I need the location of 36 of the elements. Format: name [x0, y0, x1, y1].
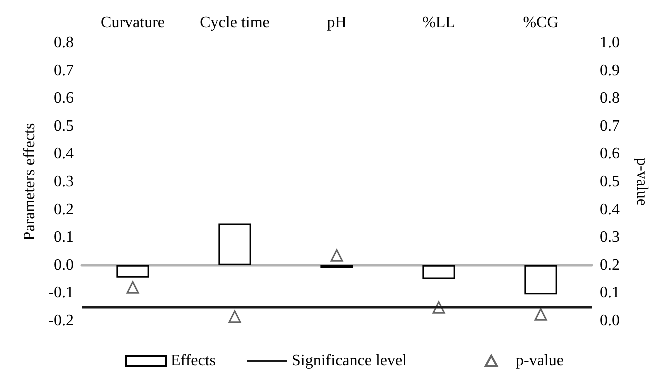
y-tick-label: 0.4 [54, 146, 74, 163]
y-tick-label: 0.8 [54, 34, 74, 52]
y-tick-label: 0.6 [54, 90, 74, 108]
y-axis-title: Parameters effects [21, 123, 38, 241]
y-tick-label: 0.0 [54, 256, 74, 274]
x-tick-label: %CG [523, 14, 560, 32]
y-tick-label: 0.7 [54, 62, 74, 80]
legend-label: Significance level [292, 352, 408, 370]
point [228, 310, 242, 324]
x-tick-label: Curvature [101, 14, 165, 32]
y-tick-label: 0.1 [54, 229, 74, 246]
y2-axis-title: p-value [634, 158, 650, 206]
legend-label: Effects [171, 352, 216, 370]
y2-tick-label: 0.7 [600, 118, 620, 135]
y2-tick-label: 0.0 [600, 312, 620, 330]
y2-tick-label: 0.4 [600, 201, 620, 218]
y2-tick-label: 0.6 [600, 146, 620, 163]
y-tick-label: 0.3 [54, 174, 74, 190]
y2-tick-label: 0.2 [600, 256, 620, 274]
x-tick-label: %LL [422, 14, 456, 32]
x-tick-label: pH [327, 14, 348, 32]
point [330, 249, 344, 262]
y-tick-label: 0.5 [54, 118, 74, 135]
point [534, 308, 548, 321]
x-tick-label: Cycle time [200, 14, 270, 32]
y2-tick-label: 0.9 [600, 62, 620, 80]
y2-tick-label: 0.8 [600, 90, 620, 108]
y2-tick-label: 0.3 [600, 229, 620, 246]
legend-label: p-value [516, 352, 564, 370]
y-tick-label: 0.2 [54, 201, 74, 218]
y-tick-label: -0.2 [48, 312, 74, 330]
y-tick-label: -0.1 [48, 284, 74, 302]
y2-tick-label: 0.1 [600, 284, 620, 302]
point [126, 281, 140, 294]
y2-tick-label: 0.5 [600, 174, 620, 190]
y2-tick-label: 1.0 [600, 34, 620, 52]
